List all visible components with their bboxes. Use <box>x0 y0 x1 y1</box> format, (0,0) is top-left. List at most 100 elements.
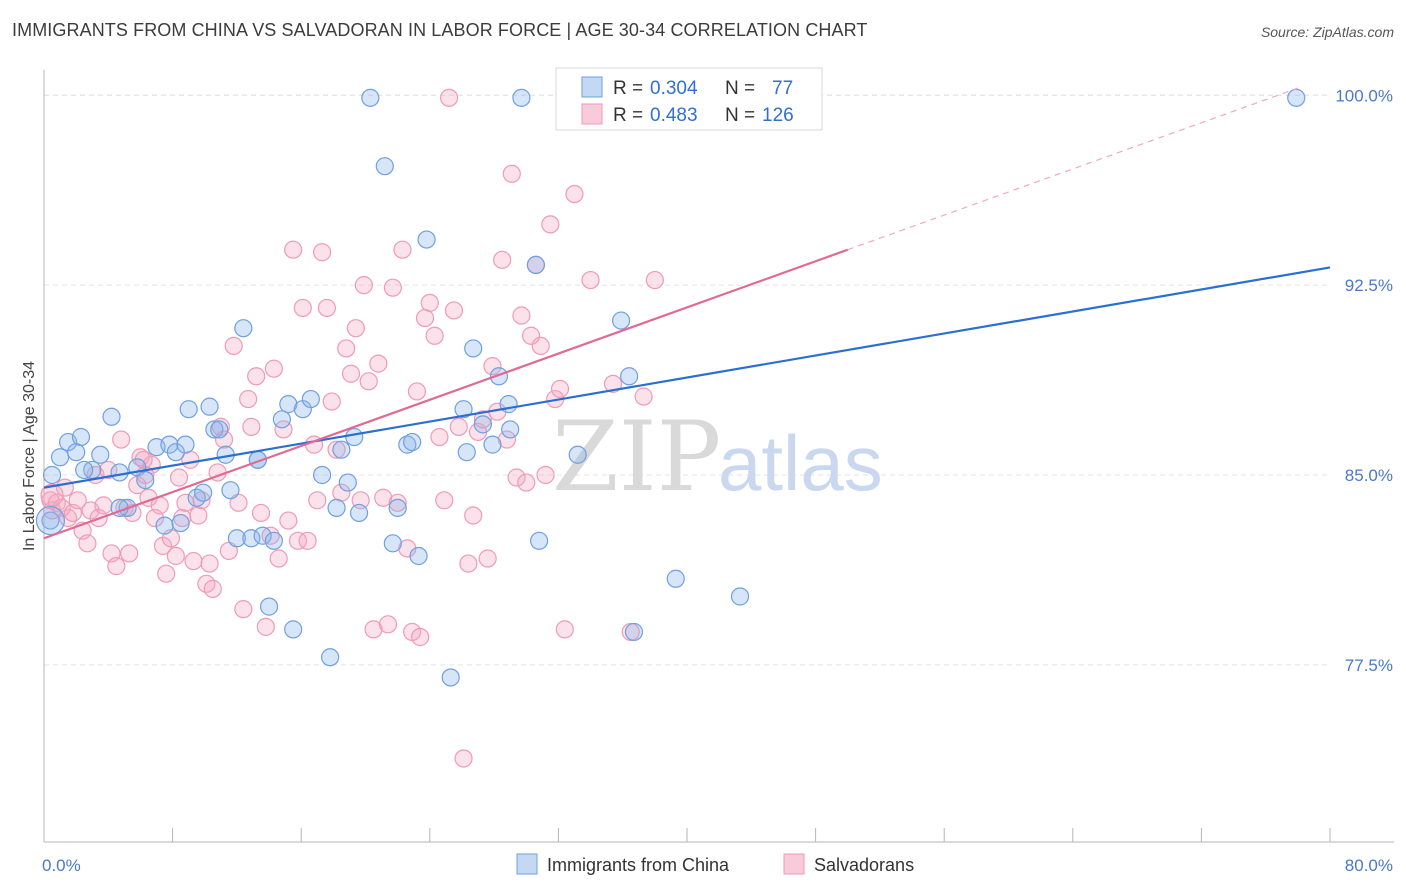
china-point <box>388 498 407 517</box>
salvadorans-point <box>517 473 536 492</box>
salvadorans-point <box>239 389 258 409</box>
china-point <box>259 597 279 616</box>
china-point <box>349 503 369 523</box>
china-point <box>171 513 190 533</box>
salvadorans-point <box>435 491 454 510</box>
legend-n-label-pink: N = <box>725 105 755 126</box>
y-tick-label: 85.0% <box>1345 466 1393 485</box>
china-point <box>526 255 545 274</box>
china-point <box>166 443 185 462</box>
watermark: ZIP atlas <box>552 401 883 513</box>
salvadorans-point <box>120 544 139 563</box>
y-tick-label: 77.5% <box>1345 656 1393 675</box>
china-point <box>71 427 91 447</box>
salvadorans-point <box>298 531 317 550</box>
salvadorans-point <box>256 617 275 636</box>
china-point <box>67 443 86 462</box>
china-point <box>568 445 587 464</box>
china-point <box>301 389 320 409</box>
legend-n-pink: 126 <box>762 105 794 126</box>
salvadorans-point <box>354 276 373 295</box>
china-point <box>321 648 340 667</box>
salvadorans-point <box>483 357 502 376</box>
china-point <box>483 435 502 454</box>
salvadorans-point <box>497 430 517 449</box>
china-point <box>155 516 174 535</box>
salvadorans-point <box>134 450 153 469</box>
salvadorans-point <box>645 270 664 290</box>
china-point <box>361 88 380 107</box>
salvadorans-point <box>473 410 492 429</box>
salvadorans-point <box>493 250 512 269</box>
y-tick-label: 100.0% <box>1335 86 1393 105</box>
salvadorans-point <box>247 367 266 386</box>
legend-swatch-pink <box>581 103 603 125</box>
bottom-legend-swatch-blue <box>516 853 538 875</box>
source-label: Source: ZipAtlas.com <box>1260 24 1394 40</box>
salvadorans-point <box>507 468 526 487</box>
china-point <box>464 339 483 358</box>
china-point <box>279 395 298 414</box>
china-point <box>179 400 198 419</box>
salvadorans-point <box>407 382 427 401</box>
salvadorans-point <box>78 534 97 553</box>
salvadorans-point <box>603 374 623 393</box>
salvadorans-point <box>203 579 222 598</box>
salvadorans-point <box>581 270 600 290</box>
y-axis-label: In Labor Force | Age 30-34 <box>21 361 38 551</box>
legend-r-blue: 0.304 <box>650 78 698 99</box>
china-point <box>457 443 476 462</box>
salvadorans-point <box>425 326 444 345</box>
salvadorans-point <box>112 430 131 449</box>
china-point <box>409 546 428 566</box>
chart-title: IMMIGRANTS FROM CHINA VS SALVADORAN IN L… <box>12 20 868 40</box>
salvadorans-point <box>192 491 211 510</box>
china-point <box>620 367 639 386</box>
salvadorans-point <box>550 379 570 399</box>
salvadorans-point <box>459 554 478 573</box>
china-point <box>194 483 213 502</box>
salvadorans-point <box>242 417 261 436</box>
china-point <box>312 465 332 485</box>
china-point <box>160 435 179 454</box>
china-point <box>454 400 473 419</box>
legend-r-pink: 0.483 <box>650 105 698 126</box>
china-point <box>338 473 357 492</box>
salvadorans-point <box>464 506 483 525</box>
china-point <box>102 407 121 426</box>
salvadorans-point <box>327 440 346 459</box>
salvadorans-point <box>369 354 388 373</box>
china-point <box>345 427 364 447</box>
salvadorans-point <box>393 240 412 259</box>
china-point <box>501 420 520 439</box>
salvadorans-point <box>430 427 449 447</box>
salvadorans-point <box>555 620 574 639</box>
salvadorans-point <box>234 600 253 619</box>
top-legend: R = 0.304 N = 77 R = 0.483 N = 126 <box>555 67 823 131</box>
china-point <box>41 511 60 530</box>
x-tick-labels: 0.0% 80.0% <box>42 856 1393 875</box>
trend-lines <box>43 87 1331 540</box>
china-point <box>42 465 62 485</box>
salvadorans-point <box>184 551 203 571</box>
salvadorans-point <box>317 298 337 318</box>
china-points <box>35 88 1306 687</box>
china-point <box>403 432 422 452</box>
china-point <box>110 463 129 482</box>
bottom-legend-blue: Immigrants from China <box>547 855 730 875</box>
x-tick-label: 80.0% <box>1345 856 1393 875</box>
watermark-zip: ZIP <box>552 401 721 513</box>
salvadorans-point <box>449 417 468 436</box>
bottom-legend-swatch-pink <box>783 853 805 875</box>
y-tick-labels: 77.5% 85.0% 92.5% 100.0% <box>1335 86 1393 675</box>
china-point <box>91 445 110 464</box>
china-point <box>530 531 549 550</box>
salvadorans-point <box>388 493 407 512</box>
china-point <box>624 622 644 642</box>
salvadorans-point <box>374 488 393 507</box>
legend-r-label-pink: R = <box>613 105 643 126</box>
china-point <box>227 529 246 548</box>
china-point <box>473 415 492 434</box>
china-point <box>234 319 253 338</box>
china-point <box>512 88 531 107</box>
